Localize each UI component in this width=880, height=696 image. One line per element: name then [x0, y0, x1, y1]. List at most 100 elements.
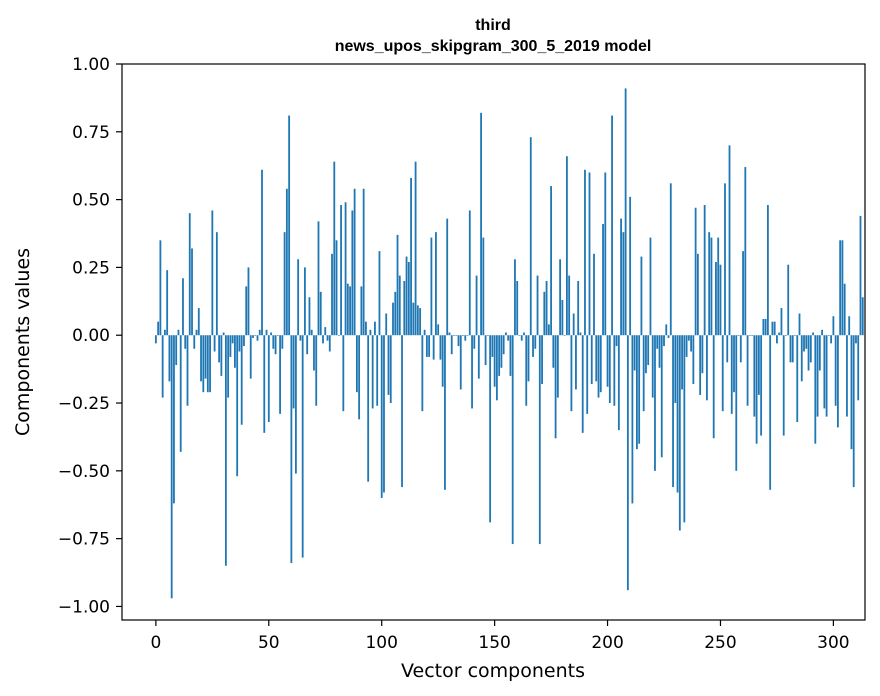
bar [568, 275, 571, 336]
bar [204, 335, 207, 379]
bar [500, 335, 503, 368]
bar [380, 335, 383, 498]
bar [518, 335, 521, 336]
bar [200, 335, 202, 382]
bar [206, 335, 209, 393]
bar [579, 332, 582, 336]
bar [371, 335, 374, 409]
bar [604, 172, 607, 336]
bar [229, 335, 232, 357]
bar [581, 335, 584, 433]
bar [724, 183, 726, 336]
bar [342, 335, 345, 412]
bar [733, 335, 735, 393]
bar [654, 335, 656, 471]
bar [430, 237, 433, 336]
bar [536, 275, 539, 336]
bar [322, 335, 324, 344]
bar [739, 335, 742, 363]
bar [509, 335, 512, 376]
bar [755, 335, 758, 444]
bar [265, 329, 268, 336]
bar [304, 267, 306, 336]
bar [432, 335, 435, 360]
bar [261, 169, 263, 336]
bar [421, 335, 424, 412]
bar [681, 335, 683, 390]
bar [270, 332, 272, 336]
x-tick-label: 0 [150, 633, 161, 653]
bar [283, 232, 286, 336]
bar [649, 237, 652, 336]
bar [349, 286, 351, 336]
bar [514, 259, 516, 336]
bar [306, 335, 309, 355]
bar [290, 335, 293, 564]
bar [249, 335, 252, 379]
bar [636, 335, 638, 450]
bar [626, 335, 629, 591]
bar [161, 335, 164, 398]
bar [827, 335, 830, 336]
bar [193, 335, 196, 349]
bar [787, 264, 790, 336]
bar [794, 335, 796, 336]
bar [439, 335, 442, 360]
bar [319, 291, 322, 336]
bar [846, 335, 848, 417]
bar [186, 335, 189, 406]
bar [762, 318, 765, 336]
bar [297, 259, 300, 336]
x-tick-label: 50 [258, 633, 280, 653]
bar [570, 335, 573, 412]
x-axis-label: Vector components [401, 660, 585, 682]
bar [823, 335, 826, 409]
bar [410, 177, 412, 336]
bar [247, 267, 250, 336]
bar [602, 224, 604, 336]
bar [263, 335, 266, 433]
bar [710, 237, 713, 336]
bar [805, 335, 808, 349]
bar [563, 335, 566, 336]
y-axis-ticks: −1.00 −0.75 −0.50 −0.25 0.00 0.25 0.50 0.75 1.00 [58, 55, 122, 617]
bar [538, 335, 541, 545]
bar [166, 270, 169, 336]
bar [414, 161, 417, 336]
bar [730, 335, 733, 414]
bar [256, 335, 259, 341]
bar [175, 335, 178, 366]
bar [245, 286, 248, 336]
bar [606, 335, 609, 387]
bar [173, 335, 175, 504]
bar [238, 335, 241, 352]
bar [281, 335, 284, 349]
bar [516, 280, 519, 336]
bar [620, 218, 622, 336]
bar [191, 248, 193, 336]
bar [640, 256, 643, 336]
bar [685, 335, 688, 357]
bar [482, 237, 485, 336]
bar [692, 335, 695, 385]
bar [708, 232, 711, 336]
bar [285, 188, 288, 336]
bar [484, 335, 487, 366]
bar [687, 335, 690, 341]
x-tick-label: 300 [817, 633, 849, 653]
bar [622, 232, 625, 336]
bar [224, 335, 227, 566]
bar [577, 280, 580, 336]
bar [748, 335, 751, 336]
bar [631, 335, 634, 504]
bar [292, 335, 295, 409]
bar [505, 332, 507, 336]
bar [477, 335, 480, 379]
bar [595, 335, 598, 382]
bar [816, 335, 819, 417]
bar [387, 335, 390, 395]
bar [575, 335, 577, 390]
bar [753, 335, 756, 417]
y-tick-label: 0.25 [72, 258, 110, 278]
bar [398, 275, 401, 336]
